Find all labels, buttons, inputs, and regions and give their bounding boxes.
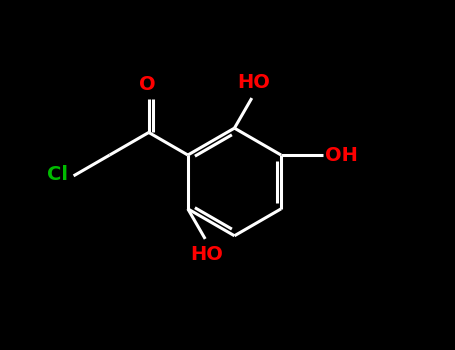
Text: O: O (139, 75, 156, 94)
Text: OH: OH (325, 146, 359, 164)
Text: HO: HO (237, 73, 270, 92)
Text: Cl: Cl (47, 164, 68, 184)
Text: HO: HO (191, 245, 223, 264)
